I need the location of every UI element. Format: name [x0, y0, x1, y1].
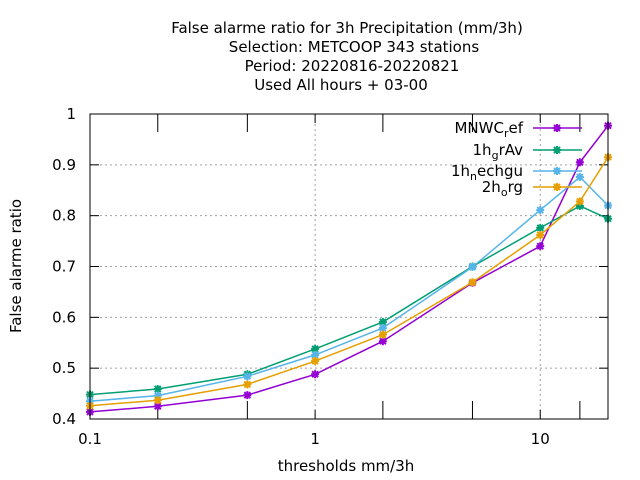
chart-title: False alarme ratio for 3h Precipitation …	[171, 19, 523, 94]
data-series	[86, 121, 612, 416]
y-tick-label: 0.7	[52, 258, 76, 276]
data-point	[243, 372, 252, 381]
x-tick-label: 0.1	[78, 430, 102, 448]
data-point	[575, 158, 584, 167]
data-point	[378, 324, 387, 333]
x-tick-label: 10	[531, 430, 550, 448]
tick-labels: 0.4 0.5 0.6 0.7 0.8 0.9 1 0.1 1 10	[52, 105, 550, 448]
y-tick-label: 0.9	[52, 156, 76, 174]
data-point	[575, 197, 584, 206]
legend-marker-1	[553, 146, 561, 154]
data-point	[243, 380, 252, 389]
y-tick-label: 0.4	[52, 410, 76, 428]
legend-marker-3	[553, 183, 561, 191]
title-line-3: Period: 20220816-20220821	[245, 57, 460, 75]
legend-label-0: MNWCref	[454, 119, 523, 140]
grid-lines	[90, 114, 608, 419]
data-point	[311, 357, 320, 366]
data-point	[536, 242, 545, 251]
data-point	[311, 370, 320, 379]
series-line-0	[89, 125, 609, 413]
data-point	[468, 263, 477, 272]
title-line-1: False alarme ratio for 3h Precipitation …	[171, 19, 523, 37]
data-point	[536, 223, 545, 232]
data-point	[153, 396, 162, 405]
data-point	[468, 278, 477, 287]
legend-label-3: 2horg	[482, 178, 523, 199]
legend-marker-0	[553, 124, 561, 132]
legend-label-1: 1hgrAv	[473, 141, 524, 162]
data-point	[243, 391, 252, 400]
data-point	[536, 230, 545, 239]
data-point	[311, 344, 320, 353]
legend-label-2: 1hnechgu	[451, 162, 523, 183]
data-point	[153, 402, 162, 411]
data-point	[536, 206, 545, 215]
legend-marker-2	[553, 167, 561, 175]
y-tick-label: 0.8	[52, 207, 76, 225]
data-point	[153, 385, 162, 394]
data-point	[378, 330, 387, 339]
y-tick-label: 0.6	[52, 308, 76, 326]
series-line-2	[89, 175, 609, 402]
y-tick-label: 0.5	[52, 359, 76, 377]
plot-frame	[89, 113, 609, 420]
y-axis-label: False alarme ratio	[7, 199, 25, 333]
title-line-2: Selection: METCOOP 343 stations	[229, 38, 480, 56]
y-tick-label: 1	[66, 105, 76, 123]
x-axis-label: thresholds mm/3h	[278, 457, 415, 475]
data-point	[575, 173, 584, 182]
x-tick-label: 1	[310, 430, 320, 448]
title-line-4: Used All hours + 03-00	[254, 76, 428, 94]
data-point	[378, 337, 387, 346]
series-line-1	[89, 205, 609, 396]
